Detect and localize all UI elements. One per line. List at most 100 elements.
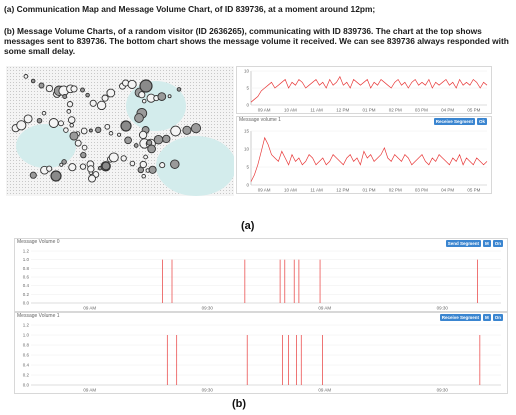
map-node[interactable] [38, 82, 45, 89]
map-node-large[interactable] [101, 161, 111, 171]
map-node[interactable] [58, 120, 64, 127]
map-node[interactable] [23, 114, 33, 124]
map-node-large[interactable] [139, 79, 153, 93]
map-node[interactable] [176, 87, 182, 92]
m-button[interactable]: M [483, 314, 491, 321]
map-node[interactable] [133, 143, 139, 148]
map-node[interactable] [74, 139, 82, 147]
map-node[interactable] [89, 99, 97, 107]
map-node[interactable] [88, 128, 93, 133]
map-node[interactable] [16, 120, 27, 131]
map-node-large[interactable] [120, 120, 132, 132]
map-node[interactable] [167, 94, 172, 99]
map-node[interactable] [108, 152, 119, 163]
map-node[interactable] [59, 162, 64, 167]
map-node[interactable] [69, 123, 74, 128]
message-volume-chart-top[interactable]: 10 5 0 09 AM 10 AM 11 AM 12 PM 01 PM 02 PM 03 PM 0… [236, 66, 492, 114]
y-tick-label: 15 [244, 129, 250, 134]
y-tick-label: 1.0 [23, 257, 30, 262]
map-node[interactable] [87, 165, 95, 173]
map-node[interactable] [80, 127, 88, 135]
map-node[interactable] [170, 125, 181, 137]
caption-b: (b) Message Volume Charts, of a random v… [4, 26, 509, 56]
map-node[interactable] [141, 173, 146, 179]
map-node[interactable] [141, 98, 147, 104]
map-node[interactable] [104, 123, 111, 130]
map-node[interactable] [120, 155, 127, 162]
map-node[interactable] [170, 159, 180, 169]
map-node[interactable] [66, 109, 72, 114]
map-node[interactable] [124, 136, 132, 145]
map-node[interactable] [79, 163, 87, 170]
map-node[interactable] [101, 94, 109, 102]
map-node[interactable] [67, 116, 76, 124]
map-node[interactable] [129, 160, 136, 167]
map-node[interactable] [106, 88, 116, 98]
y-tick-label: 0.2 [23, 373, 30, 378]
map-node[interactable] [146, 139, 153, 146]
message-volume-chart-bottom[interactable]: Message volume 1 Receive Segment Ok 15 10… [236, 116, 492, 194]
map-node[interactable] [66, 101, 74, 108]
map-node[interactable] [36, 117, 43, 124]
message-volume-1-chart[interactable]: Message Volume 1 Receive Segment M On 1.… [14, 312, 508, 394]
map-node[interactable] [48, 118, 59, 128]
x-tick-label: 02 PM [389, 188, 402, 193]
map-node[interactable] [182, 125, 192, 135]
map-node[interactable] [117, 132, 122, 137]
map-node[interactable] [68, 163, 77, 172]
map-node[interactable] [85, 92, 90, 98]
m-button[interactable]: M [483, 240, 491, 247]
map-node[interactable] [69, 131, 79, 141]
map-node[interactable] [143, 154, 148, 160]
map-node[interactable] [80, 87, 85, 93]
chart-label: Message Volume 1 [17, 313, 60, 319]
on-button[interactable]: On [492, 314, 503, 321]
send-segment-button[interactable]: Send Segment [445, 240, 481, 247]
map-node[interactable] [70, 85, 78, 93]
map-node[interactable] [190, 123, 202, 134]
map-node[interactable] [88, 174, 96, 183]
map-node[interactable] [138, 91, 146, 99]
map-node[interactable] [162, 134, 171, 144]
communication-map[interactable] [6, 66, 236, 196]
map-region [16, 124, 76, 168]
map-node[interactable] [157, 92, 167, 101]
map-node[interactable] [63, 127, 69, 133]
on-button[interactable]: On [492, 240, 503, 247]
message-volume-0-chart[interactable]: Message Volume 0 Send Segment M On 1.2 1.… [14, 238, 508, 312]
map-node[interactable] [29, 171, 37, 179]
map-node[interactable] [127, 79, 137, 89]
map-node[interactable] [159, 162, 166, 169]
map-node[interactable] [108, 131, 114, 136]
x-tick-label: 01 PM [362, 108, 375, 113]
y-tick-label: 0.4 [23, 363, 30, 368]
map-node[interactable] [81, 144, 88, 151]
map-region [156, 136, 236, 196]
y-tick-label: 0 [246, 183, 249, 188]
x-tick-label: 09 AM [83, 306, 96, 311]
map-node[interactable] [45, 84, 54, 93]
map-node[interactable] [46, 165, 53, 172]
map-node[interactable] [80, 151, 87, 159]
map-node[interactable] [41, 110, 47, 116]
map-node[interactable] [139, 160, 147, 169]
map-node[interactable] [147, 144, 156, 154]
receive-segment-button[interactable]: Receive Segment [439, 314, 481, 321]
communication-map-graph[interactable] [6, 66, 236, 196]
map-node-large[interactable] [50, 170, 62, 182]
map-node[interactable] [148, 165, 157, 174]
map-node[interactable] [134, 113, 144, 123]
y-tick-label: 5 [246, 165, 249, 170]
map-node[interactable] [96, 100, 107, 111]
map-node[interactable] [61, 159, 67, 165]
ok-button[interactable]: Ok [476, 118, 487, 125]
receive-segment-button[interactable]: Receive Segment [433, 118, 475, 125]
y-tick-label: 0.2 [23, 292, 30, 297]
map-node[interactable] [23, 74, 29, 79]
map-node[interactable] [30, 78, 36, 84]
map-node[interactable] [62, 94, 68, 99]
y-tick-label: 1.2 [23, 249, 30, 254]
map-node[interactable] [138, 130, 148, 140]
map-node[interactable] [153, 134, 164, 145]
map-node[interactable] [95, 126, 102, 134]
